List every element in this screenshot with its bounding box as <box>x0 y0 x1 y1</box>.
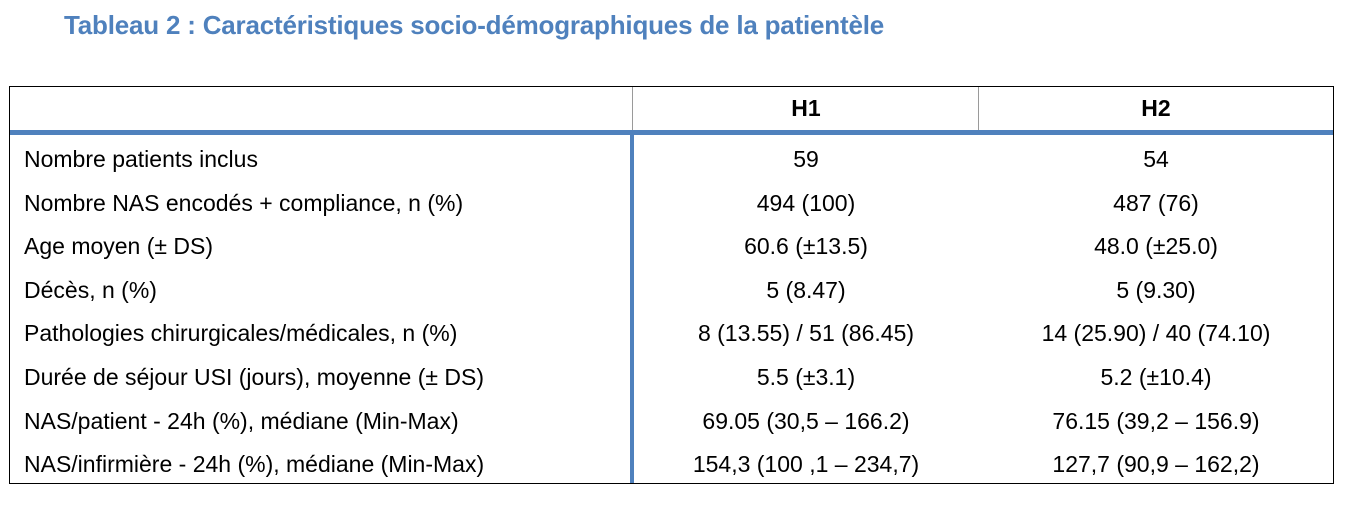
table-title: Tableau 2 : Caractéristiques socio-démog… <box>64 10 884 40</box>
column-header-h2: H2 <box>1141 95 1171 121</box>
row-label: Durée de séjour USI (jours), moyenne (± … <box>24 363 485 390</box>
cell-h2: 5 (9.30) <box>1116 276 1196 303</box>
table-row: Age moyen (± DS) 60.6 (±13.5) 48.0 (±25.… <box>10 225 1333 269</box>
cell-h1: 60.6 (±13.5) <box>744 233 868 260</box>
table-row: NAS/patient - 24h (%), médiane (Min-Max)… <box>10 400 1333 444</box>
cell-h2: 127,7 (90,9 – 162,2) <box>1052 451 1260 478</box>
body-column-divider <box>630 135 634 483</box>
row-label: Pathologies chirurgicales/médicales, n (… <box>24 320 458 347</box>
cell-h2: 487 (76) <box>1113 189 1199 216</box>
row-label: NAS/infirmière - 24h (%), médiane (Min-M… <box>24 451 485 478</box>
row-label: Nombre patients inclus <box>24 146 258 172</box>
cell-h2: 76.15 (39,2 – 156.9) <box>1052 407 1260 434</box>
row-label: Nombre NAS encodés + compliance, n (%) <box>24 189 464 216</box>
column-header-h1: H1 <box>791 95 821 121</box>
cell-h2: 48.0 (±25.0) <box>1094 233 1218 260</box>
row-label: Décès, n (%) <box>24 276 157 303</box>
header-rule <box>10 130 1333 135</box>
table-row: NAS/infirmière - 24h (%), médiane (Min-M… <box>10 443 1333 487</box>
cell-h2: 54 <box>1143 146 1169 172</box>
cell-h1: 5.5 (±3.1) <box>756 363 856 390</box>
cell-h1: 154,3 (100 ,1 – 234,7) <box>692 451 920 478</box>
header-column-divider <box>632 87 633 130</box>
cell-h2: 14 (25.90) / 40 (74.10) <box>1041 320 1271 347</box>
row-label: Age moyen (± DS) <box>24 233 214 260</box>
table-row: Décès, n (%) 5 (8.47) 5 (9.30) <box>10 269 1333 313</box>
table-row: Nombre NAS encodés + compliance, n (%) 4… <box>10 182 1333 226</box>
cell-h1: 8 (13.55) / 51 (86.45) <box>697 320 915 347</box>
row-label: NAS/patient - 24h (%), médiane (Min-Max) <box>24 407 459 434</box>
data-table: H1 H2 Nombre patients inclus 59 54 Nombr… <box>9 86 1334 484</box>
table-header-row: H1 H2 <box>10 87 1333 130</box>
cell-h2: 5.2 (±10.4) <box>1100 363 1212 390</box>
header-column-divider <box>978 87 979 130</box>
table-body: Nombre patients inclus 59 54 Nombre NAS … <box>10 138 1333 487</box>
table-row: Nombre patients inclus 59 54 <box>10 138 1333 182</box>
cell-h1: 5 (8.47) <box>766 276 846 303</box>
cell-h1: 59 <box>793 146 819 172</box>
table-row: Pathologies chirurgicales/médicales, n (… <box>10 312 1333 356</box>
table-row: Durée de séjour USI (jours), moyenne (± … <box>10 356 1333 400</box>
cell-h1: 494 (100) <box>756 189 856 216</box>
cell-h1: 69.05 (30,5 – 166.2) <box>702 407 910 434</box>
